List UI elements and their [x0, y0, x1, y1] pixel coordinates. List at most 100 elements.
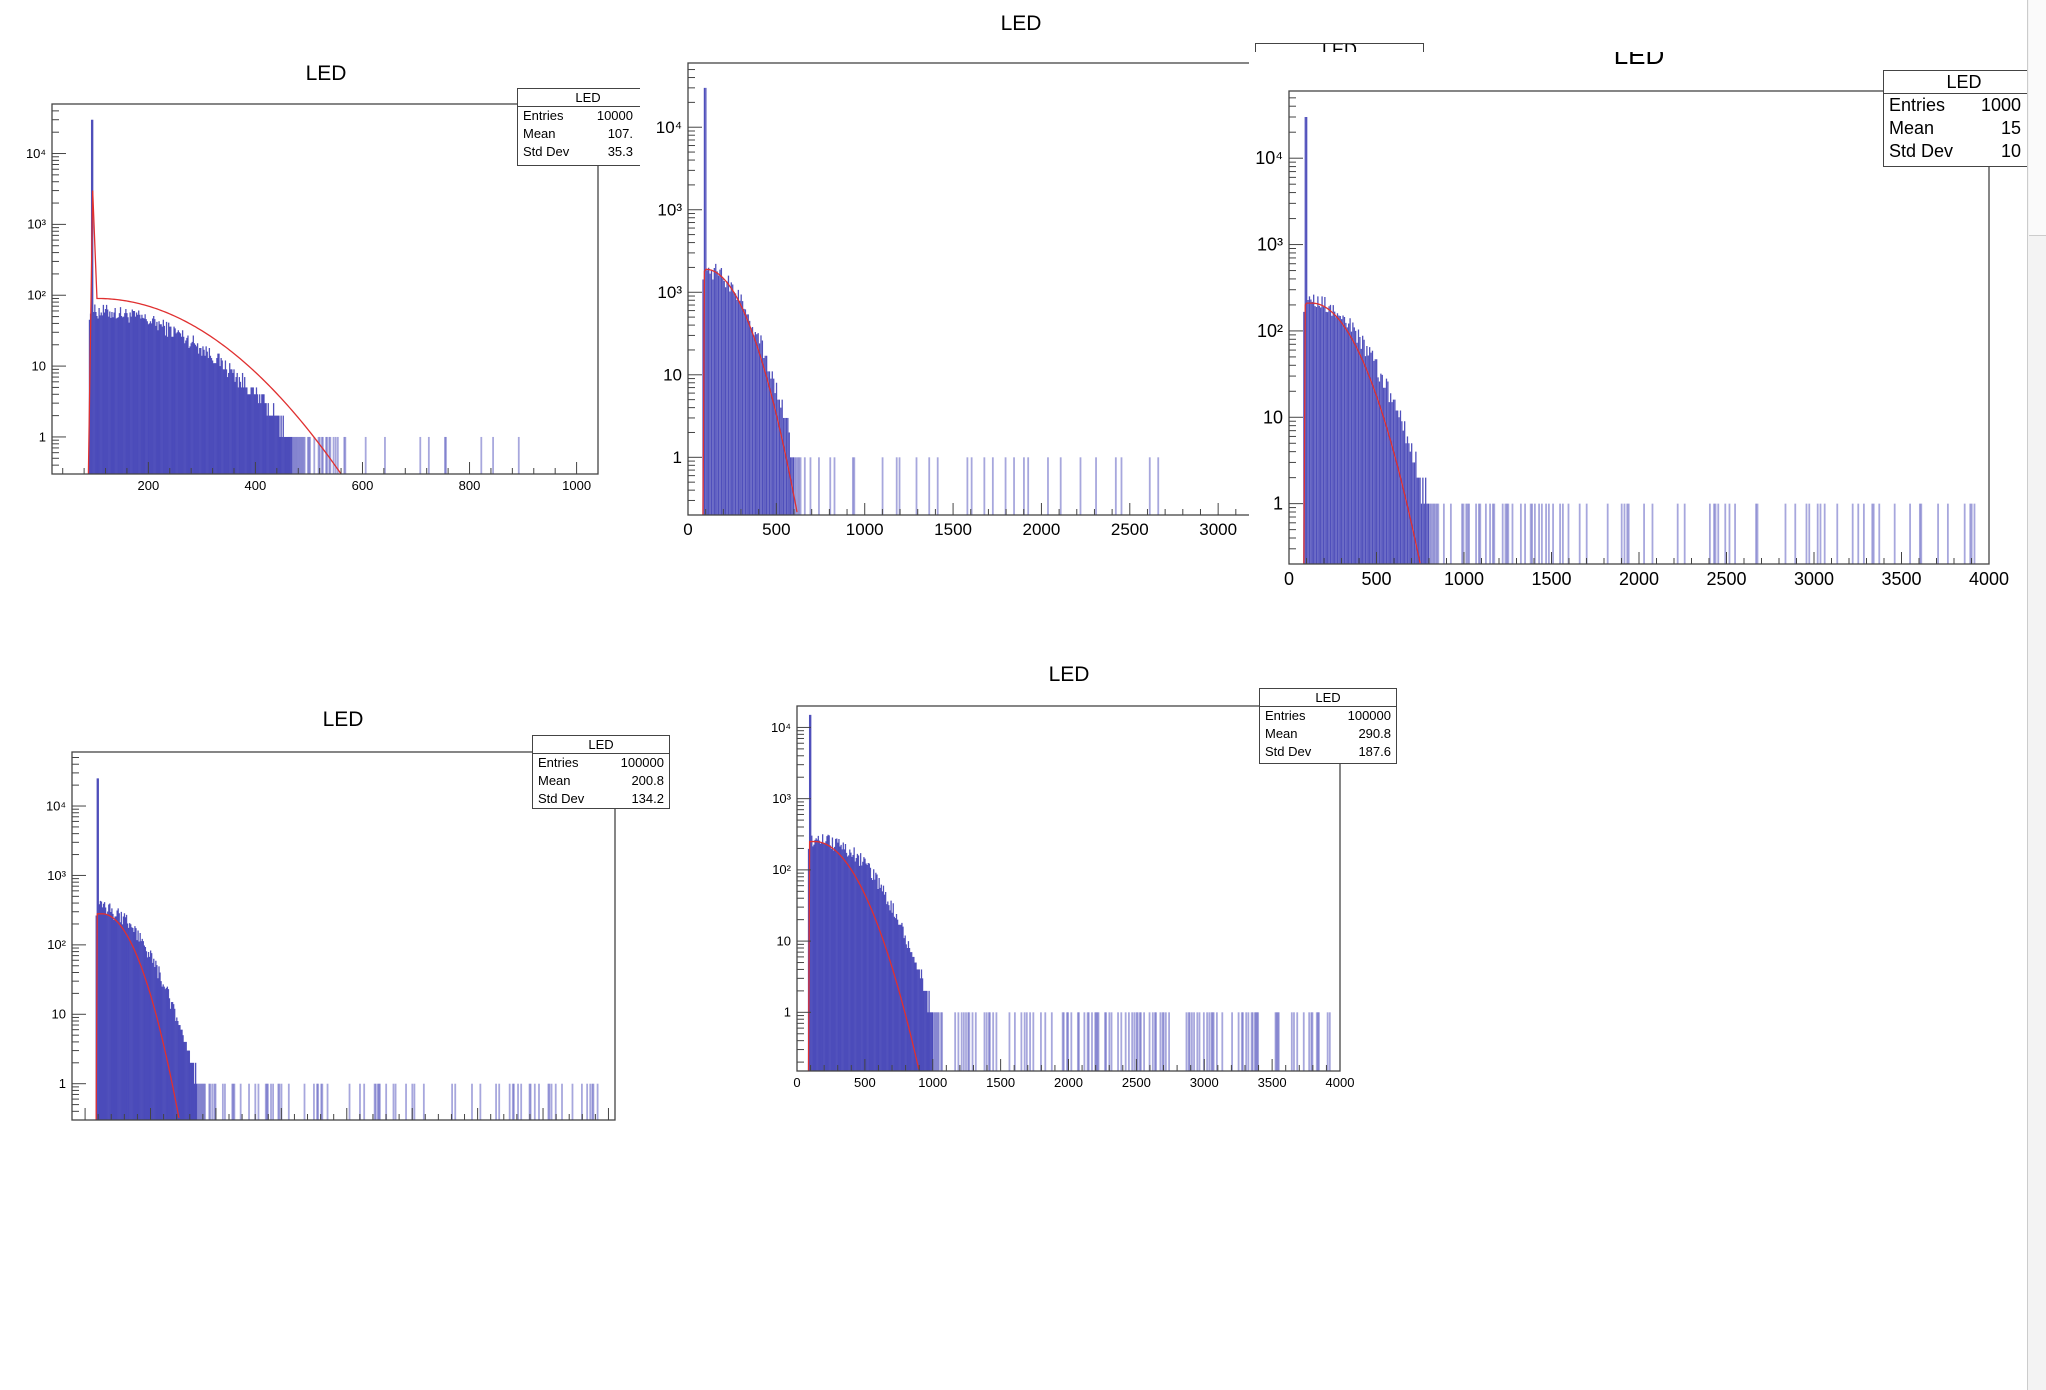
x-tick-label: 200	[138, 478, 160, 493]
mean-value: 290.8	[1358, 726, 1391, 741]
x-tick-label: 1000	[918, 1075, 947, 1090]
y-tick-label: 10³	[27, 217, 46, 232]
x-tick-label: 500	[762, 520, 790, 539]
fit-curve	[87, 190, 342, 475]
y-tick-label: 10³	[657, 200, 682, 219]
chart-title: LED	[305, 62, 347, 85]
stats-name: LED	[1884, 71, 2027, 94]
stats-name: LED	[533, 736, 669, 754]
std-label: Std Dev	[538, 791, 585, 806]
stats-box: LED Entries 100000 Mean 290.8 Std Dev 187.6	[1259, 688, 1397, 764]
x-tick-label: 500	[854, 1075, 876, 1090]
y-tick-label: 10³	[772, 791, 791, 806]
stats-box: LED Entries 1000 Mean 15 Std Dev 10	[1883, 70, 2027, 167]
scrollbar-thumb[interactable]	[2029, 0, 2046, 236]
x-tick-label: 500	[1361, 569, 1391, 589]
chart-title: LED	[1048, 663, 1090, 686]
mean-value: 15	[2000, 118, 2021, 138]
y-tick-label: 10²	[47, 937, 66, 952]
mean-value: 200.8	[631, 773, 664, 788]
y-tick-label: 10⁴	[1255, 148, 1283, 168]
stats-box: LED Entries 10000 Mean 107. Std Dev 35.3	[517, 88, 640, 166]
entries-label: Entries	[1889, 95, 1946, 115]
x-tick-label: 3500	[1258, 1075, 1287, 1090]
entries-value: 100000	[1347, 708, 1391, 723]
x-tick-label: 1500	[986, 1075, 1015, 1090]
plot-area: 0500100015002000250030003500400011010²10…	[46, 751, 616, 1121]
y-tick-label: 1	[784, 1005, 791, 1020]
entries-value: 10000	[596, 108, 633, 123]
chart-title: LED	[322, 708, 364, 731]
vertical-scrollbar[interactable]	[2027, 0, 2046, 1390]
entries-label: Entries	[523, 108, 564, 123]
x-tick-label: 3500	[1881, 569, 1921, 589]
y-tick-label: 1	[59, 1076, 66, 1091]
histogram-panel-2: LED 0 500 1000 1500 2000 2500 3000 1 10 10³ 10³ 10⁴	[640, 0, 1250, 560]
y-tick-label: 10⁴	[26, 146, 46, 161]
x-tick-label: 2500	[1122, 1075, 1151, 1090]
plot-frame	[51, 103, 599, 475]
mean-label: Mean	[1265, 726, 1298, 741]
std-value: 35.3	[607, 144, 633, 159]
mean-label: Mean	[523, 126, 556, 141]
y-tick-label: 10⁴	[46, 798, 66, 813]
plot-area: 200 400 600 800 1000 1 10 10² 10³ 10⁴	[26, 103, 599, 493]
histogram-panel-3: LED 0 500 1000 1500 2000 2500 3000 3500 4000 1 10 1…	[1249, 52, 2027, 600]
fit-curve	[1303, 302, 1421, 565]
x-tick-label: 0	[793, 1075, 800, 1090]
std-label: Std Dev	[1265, 744, 1312, 759]
stats-name: LED	[518, 89, 640, 107]
mean-value: 107.	[607, 126, 633, 141]
std-value: 134.2	[631, 791, 664, 806]
y-tick-label: 10	[663, 365, 682, 384]
x-tick-label: 3000	[1199, 520, 1237, 539]
y-tick-label: 10²	[27, 288, 46, 303]
x-tick-label: 2000	[1023, 520, 1061, 539]
x-tick-label: 3000	[1190, 1075, 1219, 1090]
std-label: Std Dev	[523, 144, 570, 159]
chart-title: LED	[1613, 52, 1665, 70]
y-tick-label: 10⁴	[771, 720, 791, 735]
y-tick-label: 1	[39, 429, 46, 444]
x-tick-label: 2000	[1054, 1075, 1083, 1090]
y-tick-label: 10⁴	[656, 118, 682, 137]
y-tick-label: 10	[52, 1007, 66, 1022]
stats-box: LED Entries 100000 Mean 200.8 Std Dev 134.2	[532, 735, 670, 809]
mean-label: Mean	[538, 773, 571, 788]
x-tick-label: 1500	[934, 520, 972, 539]
x-tick-label: 400	[245, 478, 267, 493]
x-tick-label: 1000	[1444, 569, 1484, 589]
y-tick-label: 10³	[47, 868, 66, 883]
x-tick-label: 2500	[1111, 520, 1149, 539]
y-tick-label: 10²	[1257, 321, 1283, 341]
plot-area: 0 500 1000 1500 2000 2500 3000 1 10 10³ 10³ 10⁴	[656, 62, 1250, 539]
x-tick-label: 1500	[1531, 569, 1571, 589]
entries-value: 1000	[1980, 95, 2021, 115]
y-tick-label: 1	[1273, 494, 1283, 514]
y-tick-label: 10	[777, 933, 791, 948]
y-tick-label: 10²	[772, 862, 791, 877]
x-tick-label: 2000	[1619, 569, 1659, 589]
y-tick-label: 10³	[1257, 235, 1283, 255]
stats-name: LED	[1260, 689, 1396, 707]
x-tick-label: 2500	[1706, 569, 1746, 589]
plot-frame	[71, 751, 616, 1121]
plot-frame	[687, 62, 1250, 516]
std-value: 187.6	[1358, 744, 1391, 759]
fit-curve	[702, 268, 798, 516]
mean-label: Mean	[1889, 118, 1935, 138]
entries-value: 100000	[620, 755, 664, 770]
chart-title: LED	[1000, 12, 1042, 35]
y-tick-label: 10³	[657, 283, 682, 302]
x-tick-label: 1000	[562, 478, 591, 493]
histogram-panel-4: LED 050010001500200025003000350040001101…	[0, 690, 680, 1122]
x-tick-label: 600	[352, 478, 374, 493]
x-tick-label: 0	[683, 520, 692, 539]
y-tick-label: 10	[32, 358, 46, 373]
x-tick-label: 0	[1284, 569, 1294, 589]
x-tick-label: 3000	[1794, 569, 1834, 589]
entries-label: Entries	[538, 755, 579, 770]
y-tick-label: 10	[1263, 407, 1283, 427]
